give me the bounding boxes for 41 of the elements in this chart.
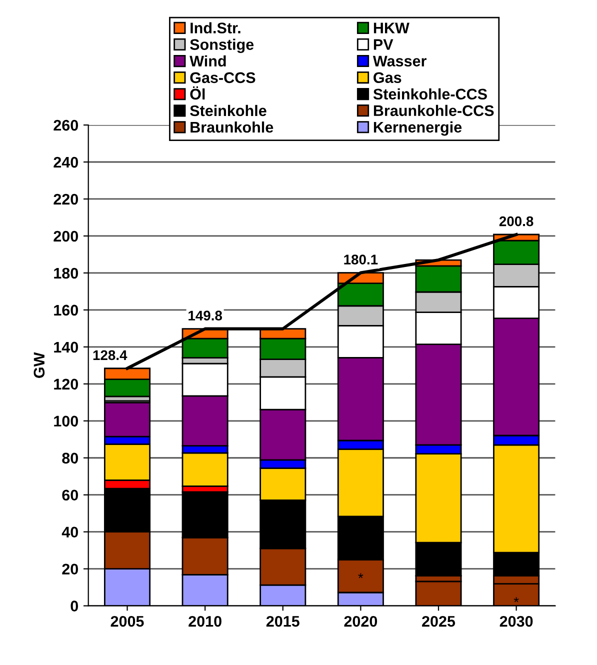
annotation: * [514, 597, 519, 602]
y-tick-label: 140 [54, 342, 78, 353]
y-tick-label: 120 [54, 378, 78, 390]
y-tick-label: 160 [54, 304, 78, 316]
y-tick-label: 200 [54, 230, 78, 242]
legend-label: Wind [190, 55, 226, 67]
annotation: * [358, 573, 364, 578]
y-tick-label: 60 [62, 490, 78, 501]
legend-label: Öl [190, 86, 205, 100]
legend-label: Wasser [372, 56, 426, 66]
legend-label: Sonstige [190, 38, 254, 54]
y-tick-label: 0 [70, 600, 78, 612]
x-tick-label: 2020 [344, 616, 378, 627]
legend-label: Steinkohle [190, 104, 266, 116]
legend-label: Braunkohle [190, 121, 274, 133]
x-tick-label: 2010 [188, 616, 222, 627]
legend-label: Braunkohle-CCS [374, 104, 494, 116]
y-tick-label: 80 [62, 452, 78, 464]
legend-label: PV [374, 39, 394, 50]
legend-label: Kernenergie [374, 121, 462, 136]
y-axis-title: GW [34, 352, 45, 378]
data-label: 180.1 [344, 254, 378, 264]
legend-label: Gas [374, 72, 402, 84]
y-tick-label: 240 [54, 156, 78, 168]
legend-label: Steinkohle-CCS [373, 88, 487, 100]
y-tick-label: 220 [54, 194, 78, 205]
y-tick-label: 20 [62, 564, 78, 575]
x-tick-label: 2030 [500, 616, 533, 627]
data-label: 200.8 [499, 216, 534, 226]
y-tick-label: 260 [54, 120, 78, 131]
x-tick-label: 2005 [110, 616, 144, 627]
x-tick-label: 2025 [422, 616, 456, 627]
y-tick-label: 40 [62, 526, 78, 538]
data-label: 128.4 [93, 350, 128, 360]
legend-label: HKW [374, 22, 410, 34]
y-tick-label: 100 [54, 416, 78, 427]
data-label: 149.8 [188, 310, 222, 321]
y-tick-label: 180 [54, 268, 78, 279]
x-tick-label: 2015 [266, 616, 300, 627]
legend-label: Gas-CCS [190, 72, 256, 84]
legend-label: Ind.Str. [190, 22, 240, 34]
